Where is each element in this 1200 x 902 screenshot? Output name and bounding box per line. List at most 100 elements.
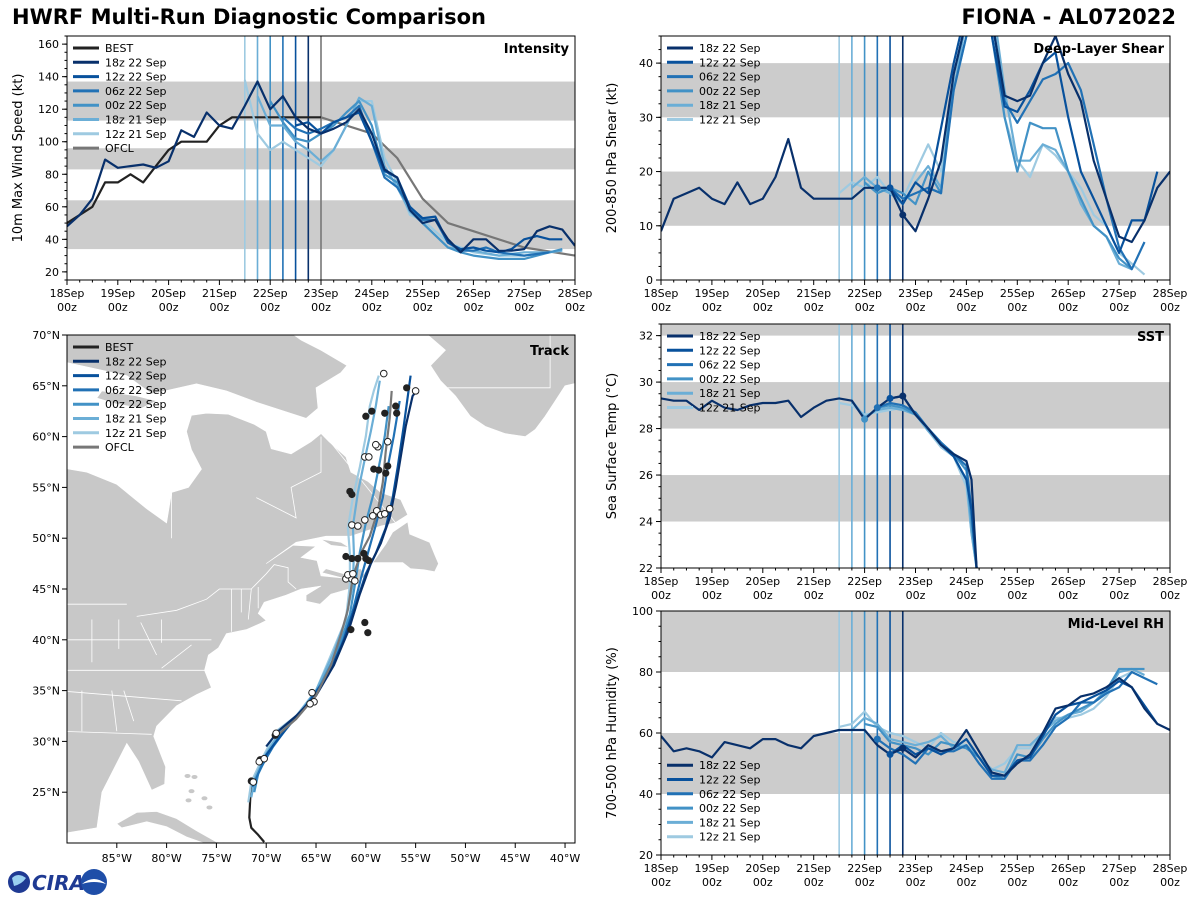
legend-label: 18z 21 Sep (699, 387, 761, 400)
x-tick-label: 23Sep (898, 862, 933, 875)
track-position-marker (272, 729, 280, 738)
y-tick-label: 30 (639, 376, 653, 389)
legend-label: 12z 22 Sep (699, 56, 761, 69)
lat-tick-label: 55°N (32, 481, 60, 494)
x-tick-sublabel: 00z (804, 301, 824, 314)
x-tick-sublabel: 00z (159, 301, 179, 314)
sst-chart: 22242628303218Sep00z19Sep00z20Sep00z21Se… (605, 323, 1187, 602)
legend-label: 00z 22 Sep (105, 99, 167, 112)
figure-title: HWRF Multi-Run Diagnostic Comparison (12, 5, 487, 29)
lat-tick-label: 45°N (32, 583, 60, 596)
x-tick-label: 20Sep (745, 862, 780, 875)
land-cuba (116, 811, 225, 843)
init-marker (886, 750, 894, 758)
track-position-marker (368, 407, 376, 415)
series-line-ofcl (320, 116, 575, 257)
track-position-marker (348, 521, 356, 529)
x-tick-label: 28Sep (1153, 862, 1188, 875)
x-tick-sublabel: 00z (957, 876, 977, 889)
x-tick-label: 21Sep (796, 862, 831, 875)
track-position-marker (411, 387, 420, 395)
legend-label: 18z 21 Sep (699, 816, 761, 829)
x-tick-label: 22Sep (847, 575, 882, 588)
lon-tick-label: 45°W (500, 852, 530, 865)
y-tick-label: 40 (639, 788, 653, 801)
x-tick-label: 18Sep (644, 575, 679, 588)
shade-band (661, 475, 1170, 522)
x-tick-sublabel: 00z (1109, 589, 1129, 602)
x-tick-sublabel: 00z (565, 301, 585, 314)
init-marker (861, 415, 869, 423)
land-bahamas (188, 789, 195, 794)
track-position-marker (306, 700, 314, 708)
y-tick-label: 100 (632, 605, 653, 618)
x-tick-label: 22Sep (847, 862, 882, 875)
x-tick-sublabel: 00z (906, 589, 926, 602)
track-position-marker (346, 487, 354, 496)
track-map-area (67, 335, 575, 843)
sst-plot-area (661, 324, 1170, 568)
track-line-18z-22-sep (265, 390, 418, 748)
track-chart: 85°W 80°W 75°W 70°W 65°W 60°W 55°W 50°W 45°W 40°W… (32, 329, 580, 865)
boundary-line (247, 588, 252, 620)
x-tick-label: 28Sep (1153, 287, 1188, 300)
x-tick-label: 26Sep (1051, 287, 1086, 300)
inset-box (425, 335, 551, 389)
track-position-marker (354, 554, 362, 563)
series-line-18z-21-sep (851, 36, 1133, 271)
boundary-line (67, 691, 182, 702)
track-position-marker (361, 516, 369, 524)
x-tick-label: 26Sep (456, 287, 491, 300)
legend-label: 12z 21 Sep (699, 402, 761, 415)
track-position-marker (342, 552, 350, 561)
shear-chart: 01020304018Sep00z19Sep00z20Sep00z21Sep00… (605, 35, 1188, 314)
legend-label: OFCL (105, 441, 135, 454)
boundary-line (67, 731, 152, 735)
legend-label: 18z 22 Sep (699, 759, 761, 772)
y-tick-label: 10 (639, 220, 653, 233)
legend-label: 18z 22 Sep (105, 355, 167, 368)
lon-tick-label: 85°W (102, 852, 132, 865)
x-tick-sublabel: 00z (260, 301, 280, 314)
legend-label: 00z 22 Sep (699, 373, 761, 386)
y-tick-label: 40 (45, 233, 59, 246)
track-position-marker (368, 512, 377, 520)
x-tick-sublabel: 00z (957, 301, 977, 314)
x-tick-sublabel: 00z (362, 301, 382, 314)
lat-tick-label: 65°N (32, 380, 60, 393)
x-tick-sublabel: 00z (1007, 589, 1027, 602)
y-tick-label: 40 (639, 57, 653, 70)
x-tick-label: 24Sep (949, 575, 984, 588)
y-tick-label: 140 (38, 71, 59, 84)
init-marker (873, 735, 881, 743)
x-tick-label: 25Sep (1000, 575, 1035, 588)
series-line-18z-21-sep (256, 95, 563, 257)
x-tick-label: 24Sep (354, 287, 389, 300)
legend-label: 00z 22 Sep (105, 398, 167, 411)
lat-tick-label: 30°N (32, 735, 60, 748)
x-tick-sublabel: 00z (753, 301, 773, 314)
x-tick-sublabel: 00z (464, 301, 484, 314)
x-tick-sublabel: 00z (855, 301, 875, 314)
legend-label: BEST (105, 341, 133, 354)
x-tick-sublabel: 00z (311, 301, 331, 314)
legend-label: 18z 21 Sep (699, 99, 761, 112)
x-tick-label: 19Sep (695, 575, 730, 588)
x-tick-label: 21Sep (796, 575, 831, 588)
land-greenland (427, 335, 575, 437)
legend-label: BEST (105, 42, 133, 55)
land-bahamas (185, 798, 192, 803)
land-newfoundland (372, 521, 439, 573)
lat-tick-label: 50°N (32, 532, 60, 545)
track-position-marker (260, 754, 269, 763)
init-marker (886, 184, 894, 192)
boundary-line (256, 436, 322, 519)
lon-tick-label: 50°W (450, 852, 480, 865)
x-tick-label: 19Sep (100, 287, 135, 300)
track-position-marker (351, 577, 359, 585)
x-tick-label: 21Sep (202, 287, 237, 300)
lat-tick-label: 70°N (32, 329, 60, 342)
series-line-12z-22-sep (295, 111, 563, 254)
